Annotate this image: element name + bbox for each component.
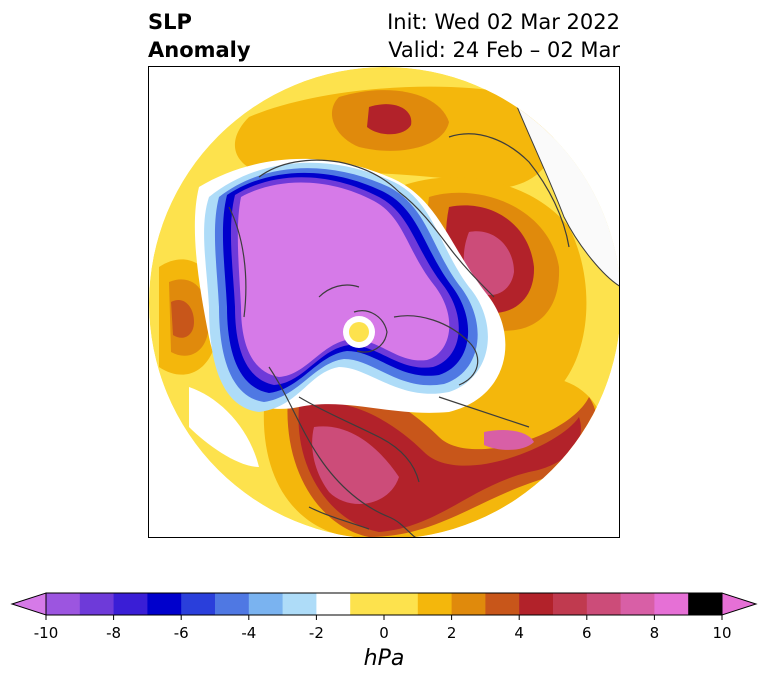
title-line-1: SLP [148, 10, 192, 34]
colorbar-segment [485, 593, 520, 615]
colorbar-tick-label: 4 [514, 624, 524, 642]
colorbar-tick-label: 0 [379, 624, 389, 642]
slp-anomaly-map [149, 67, 619, 537]
colorbar-segment [688, 593, 723, 615]
map-subtitle: Init: Wed 02 Mar 2022 Valid: 24 Feb – 02… [387, 8, 620, 64]
colorbar-tick-label: -4 [241, 624, 257, 642]
colorbar-segment [654, 593, 689, 615]
colorbar-segment [316, 593, 351, 615]
polar-gap-ring [349, 322, 369, 342]
colorbar-segment [46, 593, 81, 615]
colorbar-segment [586, 593, 622, 615]
colorbar-tick-label: -6 [173, 624, 189, 642]
colorbar-segment [248, 593, 284, 615]
colorbar-segment [451, 593, 486, 615]
colorbar-tick-label: 6 [582, 624, 592, 642]
colorbar-segment [350, 593, 419, 615]
colorbar-under-arrow [10, 592, 47, 616]
init-date: Init: Wed 02 Mar 2022 [387, 10, 620, 34]
colorbar-segment [553, 593, 588, 615]
east-pacific-core [171, 299, 194, 338]
america-high-core [312, 426, 399, 504]
colorbar-segment [620, 593, 655, 615]
colorbar [10, 592, 758, 620]
colorbar-segment [215, 593, 250, 615]
atlantic-high-core [484, 430, 534, 450]
coastlines [228, 96, 615, 537]
colorbar-tick-label: -10 [33, 624, 59, 642]
colorbar-unit: hPa [363, 646, 405, 671]
valid-range: Valid: 24 Feb – 02 Mar [388, 38, 620, 62]
colorbar-segment [79, 593, 115, 615]
outer-white-west [189, 387, 259, 467]
title-line-2: Anomaly [148, 38, 251, 62]
colorbar-segment [282, 593, 317, 615]
colorbar-tick-label: 2 [446, 624, 457, 642]
map-title: SLP Anomaly [148, 8, 251, 64]
pacific-low-core [237, 182, 450, 377]
colorbar-tick-label: -8 [106, 624, 122, 642]
colorbar-segment [113, 593, 148, 615]
colorbar-segment [181, 593, 216, 615]
colorbar-tick-label: -2 [308, 624, 324, 642]
colorbar-tick-label: 10 [712, 624, 732, 642]
map-panel [148, 66, 620, 538]
colorbar-segment [519, 593, 554, 615]
colorbar-over-arrow [721, 592, 758, 616]
colorbar-segment [417, 593, 453, 615]
colorbar-tick-label: 8 [649, 624, 660, 642]
siberia-core [367, 104, 412, 135]
colorbar-segment [147, 593, 182, 615]
